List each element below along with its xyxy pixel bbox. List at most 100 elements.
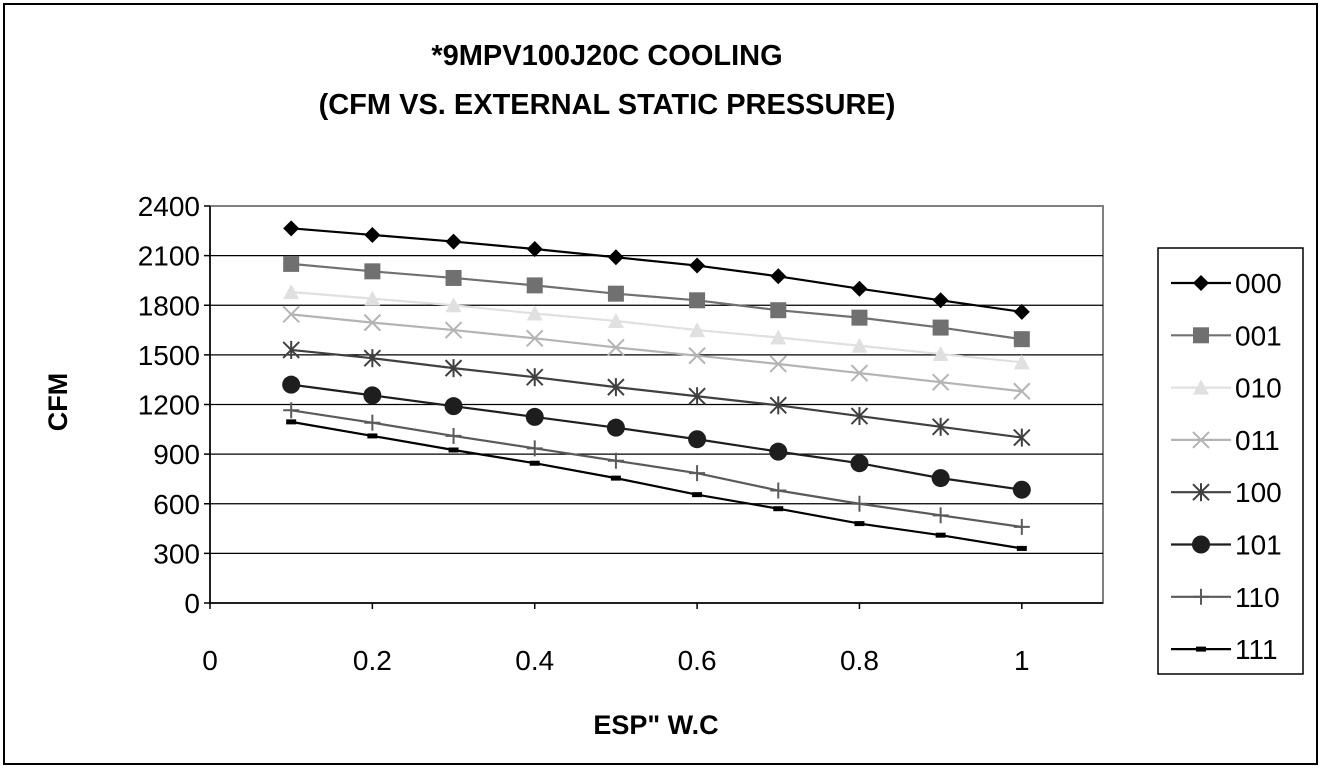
data-point — [931, 417, 950, 436]
legend-marker — [1192, 431, 1210, 449]
data-point — [445, 297, 462, 313]
chart-svg: *9MPV100J20C COOLING (CFM VS. EXTERNAL S… — [43, 40, 1304, 740]
legend-label: 101 — [1235, 530, 1282, 561]
x-tick-label: 1 — [1014, 645, 1030, 676]
data-point — [769, 396, 787, 415]
data-point — [1016, 545, 1027, 551]
data-point — [445, 427, 462, 444]
data-point — [689, 257, 706, 274]
legend: 000 001 010 011 100 101 110 111 — [1157, 247, 1304, 675]
data-point — [607, 312, 624, 328]
data-point — [851, 309, 868, 326]
legend-marker — [1193, 379, 1209, 395]
series-group — [282, 220, 1031, 551]
data-point — [851, 495, 868, 512]
y-tick-label: 2100 — [138, 241, 200, 272]
legend-item-111: 111 — [1171, 634, 1278, 665]
legend-item-000: 000 — [1171, 268, 1282, 299]
x-axis-title: ESP" W.C — [593, 710, 718, 740]
legend-item-010: 010 — [1171, 373, 1282, 404]
legend-item-110: 110 — [1171, 582, 1280, 613]
series-010 — [283, 284, 1030, 370]
data-point — [770, 302, 787, 319]
series-line — [291, 313, 1022, 393]
chart-frame: *9MPV100J20C COOLING (CFM VS. EXTERNAL S… — [3, 3, 1318, 765]
data-point — [931, 469, 950, 488]
legend-label: 110 — [1235, 582, 1280, 613]
data-point — [1013, 354, 1030, 370]
legend-label: 100 — [1235, 477, 1282, 508]
data-point — [286, 419, 297, 425]
data-point — [444, 359, 463, 378]
series-011 — [282, 305, 1031, 400]
data-point — [607, 249, 624, 266]
legend-item-001: 001 — [1171, 320, 1282, 351]
legend-label: 001 — [1235, 320, 1282, 351]
y-tick-label: 1200 — [138, 390, 200, 421]
data-point — [1013, 331, 1030, 348]
data-point — [283, 255, 300, 272]
legend-label: 011 — [1235, 425, 1280, 456]
y-tick-label: 1500 — [138, 340, 200, 371]
series-line — [290, 420, 1022, 550]
series-line — [291, 348, 1022, 439]
data-point — [526, 241, 543, 258]
data-point — [770, 329, 787, 345]
series-line — [291, 227, 1022, 313]
legend-item-011: 011 — [1171, 425, 1280, 456]
data-point — [282, 340, 300, 359]
data-point — [444, 321, 463, 339]
data-point — [688, 346, 706, 365]
legend-marker — [1193, 588, 1209, 605]
data-point — [851, 280, 868, 297]
data-point — [282, 305, 300, 324]
data-point — [363, 386, 382, 405]
grid-lines — [210, 255, 1103, 554]
data-point — [283, 284, 300, 300]
data-point — [932, 507, 949, 524]
data-point — [932, 292, 949, 309]
data-point — [688, 430, 707, 449]
legend-box — [1157, 247, 1304, 675]
series-line — [291, 290, 1022, 364]
x-tick-label: 0.4 — [515, 645, 554, 676]
y-tick-label: 2400 — [138, 191, 200, 222]
data-point — [689, 322, 706, 338]
data-point — [688, 387, 706, 406]
chart-title-line-2: (CFM VS. EXTERNAL STATIC PRESSURE) — [319, 89, 896, 121]
data-point — [689, 465, 706, 482]
y-tick-label: 1800 — [138, 290, 200, 321]
data-point — [283, 220, 300, 237]
data-point — [282, 375, 301, 394]
data-point — [526, 329, 544, 348]
legend-label: 010 — [1235, 373, 1282, 404]
series-line — [291, 383, 1022, 491]
series-line — [291, 262, 1022, 341]
x-tick-label: 0.2 — [353, 645, 392, 676]
x-tick-label: 0.8 — [840, 645, 879, 676]
data-point — [445, 233, 462, 250]
data-point — [854, 521, 865, 527]
data-point — [445, 269, 462, 286]
legend-item-101: 101 — [1171, 530, 1282, 561]
data-point — [364, 290, 381, 306]
data-point — [851, 337, 868, 353]
data-point — [1013, 428, 1031, 447]
data-point — [931, 373, 950, 391]
data-point — [850, 407, 869, 426]
legend-label: 000 — [1235, 268, 1282, 299]
data-point — [363, 313, 382, 332]
data-point — [773, 506, 784, 512]
data-point — [610, 475, 621, 481]
data-point — [692, 492, 703, 498]
legend-marker — [1192, 483, 1210, 502]
series-111 — [286, 419, 1027, 551]
data-point — [850, 454, 869, 473]
y-axis-title: CFM — [43, 373, 73, 431]
x-tick-label: 0.6 — [678, 645, 717, 676]
series-110 — [283, 402, 1030, 535]
data-point — [607, 285, 624, 302]
data-point — [770, 268, 787, 285]
data-point — [364, 263, 381, 280]
data-point — [769, 355, 787, 373]
